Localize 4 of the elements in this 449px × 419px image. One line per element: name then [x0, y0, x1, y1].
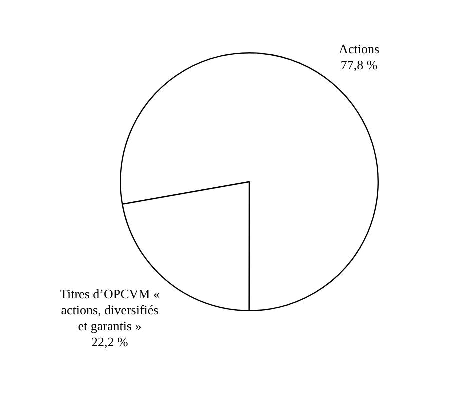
slice-label: Actions — [339, 41, 380, 56]
data-label: 77,8 % — [340, 57, 378, 72]
data-label: 22,2 % — [92, 334, 129, 350]
slice-label: Titres d’OPCVM « actions, diversifiés et garantis » — [60, 286, 160, 334]
